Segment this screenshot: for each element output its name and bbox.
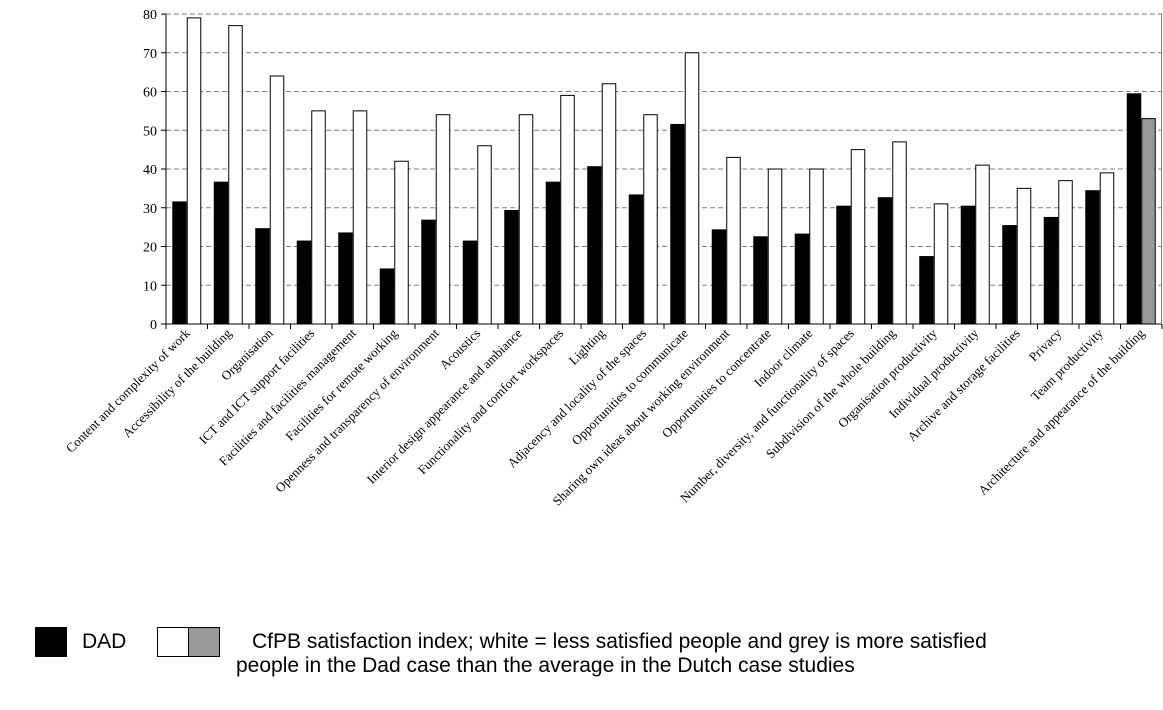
y-tick-label: 50 [143,124,157,139]
y-tick-label: 10 [143,279,157,294]
bar-cfpb [228,25,243,325]
bar-cfpb [975,164,990,325]
bar-cfpb [435,114,451,325]
bar-dad [504,209,519,325]
bar-cfpb [684,52,700,325]
bar-cfpb [518,114,534,325]
x-category-label: Interior design appearance and ambiance [364,325,525,486]
bar-cfpb [726,156,741,325]
bar-cfpb [1141,118,1156,325]
bar-cfpb [477,145,492,325]
bar-dad [255,228,270,325]
bar-dad [421,219,436,325]
bar-dad [213,181,229,325]
legend-swatch-cfpb-grey [188,627,220,657]
bar-cfpb [352,110,368,325]
bar-cfpb [1058,180,1073,325]
bar-cfpb [767,168,783,325]
x-category-label: Privacy [1026,325,1065,364]
y-tick-label: 80 [143,8,157,23]
bar-cfpb [933,203,949,325]
bar-dad [296,240,312,325]
bar-dad [960,205,976,325]
bar-dad [1085,190,1100,325]
bar-cfpb [892,141,907,325]
x-category-labels: Content and complexity of workAccessibil… [63,325,1148,508]
bar-dad [545,181,561,325]
legend-label-cfpb-line1: CfPB satisfaction index; white = less sa… [252,630,987,653]
bar-dad [711,229,727,325]
bar-dad [628,194,644,325]
bar-cfpb [850,149,866,325]
y-tick-label: 70 [143,47,157,62]
x-category-label: Team productivity [1028,325,1106,403]
bar-dad [462,240,478,325]
y-tick-label: 40 [143,163,157,178]
legend-swatch-dad [35,627,67,657]
bars [172,17,1156,325]
bar-dad [794,233,810,325]
bar-cfpb [186,17,202,325]
legend: DAD CfPB satisfaction index; white = les… [0,620,1163,710]
bar-cfpb [601,83,617,325]
bar-dad [172,201,187,325]
bar-dad [919,256,934,325]
bar-dad [338,232,353,325]
bar-dad [753,236,768,325]
bar-cfpb [809,168,824,325]
bar-cfpb [1016,187,1032,325]
bar-cfpb [311,110,326,325]
bar-chart: 0 10 20 30 40 50 60 70 80 Content and complexity… [63,8,1163,508]
bar-dad [670,123,685,325]
bar-cfpb [269,75,285,325]
bar-dad [836,205,851,325]
legend-label-cfpb-line2: people in the Dad case than the average … [236,654,855,677]
y-tick-label: 20 [143,241,157,256]
gridlines [166,13,1162,286]
y-tick-label: 60 [143,86,157,101]
bar-cfpb [643,114,658,325]
y-tick-label: 0 [150,318,157,333]
bar-cfpb [560,94,575,325]
y-tick-label: 30 [143,202,157,217]
bar-dad [379,268,395,325]
legend-swatch-cfpb-white [157,627,189,657]
axes [161,13,1163,329]
legend-label-dad: DAD [82,630,127,653]
bar-cfpb [394,160,409,325]
bar-dad [1002,225,1017,325]
bar-cfpb [1099,172,1115,325]
bar-dad [877,197,893,325]
bar-dad [1043,216,1059,325]
bar-dad [587,166,602,325]
bar-dad [1126,93,1142,325]
y-tick-labels: 0 10 20 30 40 50 60 70 80 [143,8,157,333]
